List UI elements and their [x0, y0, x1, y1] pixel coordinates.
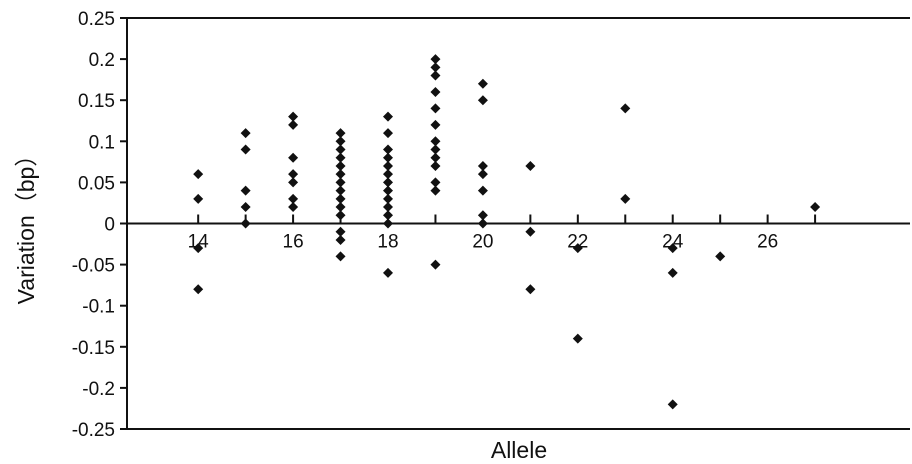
data-point	[335, 177, 346, 188]
y-tick-label: -0.2	[82, 379, 115, 400]
data-point	[240, 144, 251, 155]
data-point	[430, 62, 441, 73]
data-point	[335, 210, 346, 221]
x-tick-label: 20	[472, 232, 493, 253]
data-point	[240, 185, 251, 196]
data-point	[383, 111, 393, 122]
data-point	[383, 185, 393, 196]
data-point	[477, 95, 488, 106]
data-point	[335, 144, 346, 155]
data-point	[667, 243, 678, 254]
data-point	[335, 193, 346, 204]
data-point	[240, 202, 251, 213]
data-point	[667, 399, 678, 410]
data-point	[572, 333, 583, 344]
data-point	[667, 267, 678, 278]
data-point	[525, 226, 536, 237]
y-tick-label: -0.15	[72, 338, 115, 359]
data-point	[430, 177, 441, 188]
y-tick-label: 0.05	[78, 173, 115, 194]
data-point	[383, 144, 393, 155]
data-point	[810, 202, 821, 213]
data-point	[430, 70, 441, 81]
data-point	[288, 177, 299, 188]
y-tick-label: -0.25	[72, 420, 115, 441]
data-point	[335, 152, 346, 163]
x-tick-label: 18	[377, 232, 398, 253]
data-point	[288, 111, 299, 122]
x-tick-label: 22	[567, 232, 588, 253]
data-point	[383, 267, 393, 278]
data-point	[620, 103, 631, 114]
data-point	[335, 136, 346, 147]
data-point	[335, 128, 346, 139]
data-point	[430, 185, 441, 196]
x-tick-label: 14	[188, 232, 210, 253]
data-point	[477, 210, 488, 221]
data-point	[383, 202, 393, 213]
y-tick-label: 0	[104, 215, 115, 236]
data-point	[430, 160, 441, 171]
data-point	[477, 160, 488, 171]
data-point	[335, 202, 346, 213]
y-tick-label: 0.2	[89, 50, 115, 71]
data-point	[477, 78, 488, 89]
y-tick-label: 0.15	[78, 91, 115, 112]
data-point	[383, 152, 393, 163]
data-point	[383, 128, 393, 139]
data-point	[288, 202, 299, 213]
data-point	[193, 169, 204, 180]
data-point	[193, 243, 204, 254]
x-tick-label: 24	[662, 232, 684, 253]
data-point	[288, 193, 299, 204]
data-point	[288, 152, 299, 163]
data-point	[620, 193, 631, 204]
data-point	[477, 169, 488, 180]
data-point	[240, 218, 251, 229]
data-point	[335, 234, 346, 245]
y-tick-label: 0.25	[78, 9, 115, 30]
data-points	[193, 54, 821, 410]
data-point	[430, 103, 441, 114]
data-point	[193, 193, 204, 204]
data-point	[525, 160, 536, 171]
x-tick-label: 16	[283, 232, 304, 253]
data-point	[430, 152, 441, 163]
data-point	[383, 218, 393, 229]
data-point	[335, 160, 346, 171]
data-point	[383, 169, 393, 180]
y-axis-title: Variation（bp）	[13, 144, 39, 305]
x-axis-title: Allele	[491, 437, 547, 463]
x-tick-label: 26	[757, 232, 778, 253]
x-axis-ticks: 14 16 18 20 22 24 26	[188, 214, 817, 253]
y-tick-label: -0.1	[82, 297, 115, 318]
data-point	[430, 136, 441, 147]
data-point	[335, 226, 346, 237]
data-point	[430, 119, 441, 130]
data-point	[383, 160, 393, 171]
data-point	[430, 144, 441, 155]
data-point	[525, 284, 536, 295]
y-axis-ticks: 0.25 0.2 0.15 0.1 0.05 0 -0.05 -0.1 -0.15 -0.2 -0.…	[72, 9, 127, 441]
data-point	[240, 128, 251, 139]
data-point	[715, 251, 726, 262]
data-point	[477, 218, 488, 229]
data-point	[430, 54, 441, 65]
y-tick-label: -0.05	[72, 256, 115, 277]
data-point	[572, 243, 583, 254]
data-point	[193, 284, 204, 295]
data-point	[477, 185, 488, 196]
data-point	[335, 251, 346, 262]
data-point	[383, 177, 393, 188]
data-point	[383, 210, 393, 221]
data-point	[335, 185, 346, 196]
data-point	[383, 193, 393, 204]
data-point	[335, 169, 346, 180]
data-point	[288, 119, 299, 130]
data-point	[288, 169, 299, 180]
data-point	[430, 259, 441, 270]
y-tick-label: 0.1	[89, 132, 115, 153]
data-point	[430, 86, 441, 97]
